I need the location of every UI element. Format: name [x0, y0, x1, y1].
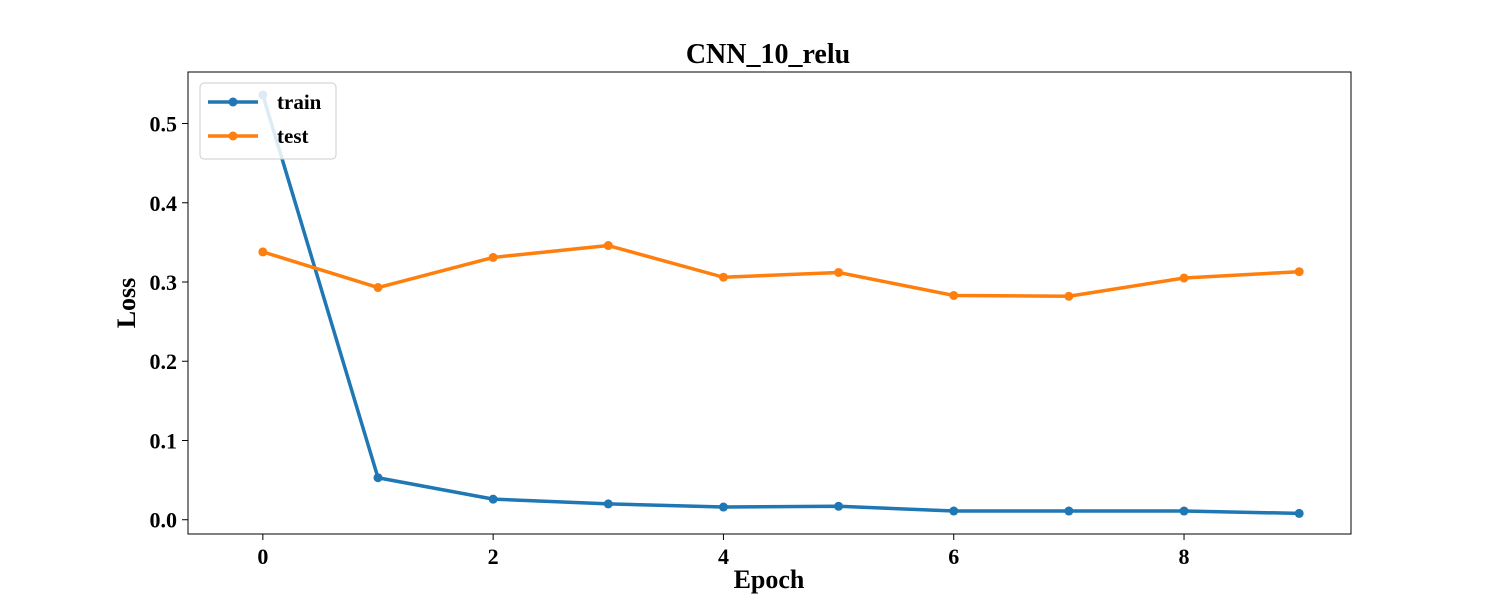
x-axis: 0 2 4 6 8 [257, 534, 1190, 569]
data-point-train [488, 494, 498, 504]
legend-label-train: train [277, 90, 322, 114]
data-point-test [834, 267, 844, 277]
x-tick-label: 2 [488, 544, 499, 569]
y-tick-label: 0.3 [150, 270, 178, 295]
x-axis-label: Epoch [734, 565, 805, 594]
data-point-test [1294, 267, 1304, 277]
chart-title: CNN_10_relu [686, 39, 850, 70]
legend-marker-test [228, 131, 238, 141]
data-point-test [603, 241, 613, 251]
series-line-test [261, 243, 1301, 299]
data-point-train [373, 473, 383, 483]
data-point-train [1179, 506, 1189, 516]
x-tick-label: 0 [257, 544, 268, 569]
legend: train test [199, 82, 337, 160]
data-point-train [1064, 506, 1074, 516]
legend-label-test: test [277, 124, 308, 148]
data-point-test [488, 252, 498, 262]
data-point-test [258, 247, 268, 257]
x-tick-label: 6 [948, 544, 959, 569]
y-tick-label: 0.2 [150, 349, 178, 374]
y-tick-label: 0.0 [150, 508, 178, 533]
data-point-train [603, 499, 613, 509]
y-tick-label: 0.5 [150, 112, 178, 137]
data-point-test [1064, 291, 1074, 301]
y-tick-label: 0.4 [150, 191, 178, 216]
y-axis-label: Loss [112, 278, 141, 329]
data-point-train [949, 506, 959, 516]
series-line-train [261, 93, 1301, 516]
data-point-test [949, 290, 959, 300]
y-tick-label: 0.1 [150, 428, 178, 453]
x-tick-label: 8 [1179, 544, 1190, 569]
data-point-train [834, 501, 844, 511]
data-point-test [1179, 273, 1189, 283]
data-point-train [1294, 508, 1304, 518]
data-point-train [718, 502, 728, 512]
y-axis: 0.0 0.1 0.2 0.3 0.4 0.5 [150, 112, 188, 533]
data-point-test [373, 283, 383, 293]
data-point-test [718, 272, 728, 282]
x-tick-label: 4 [718, 544, 729, 569]
legend-marker-train [228, 97, 238, 107]
plot-area [187, 71, 1352, 535]
